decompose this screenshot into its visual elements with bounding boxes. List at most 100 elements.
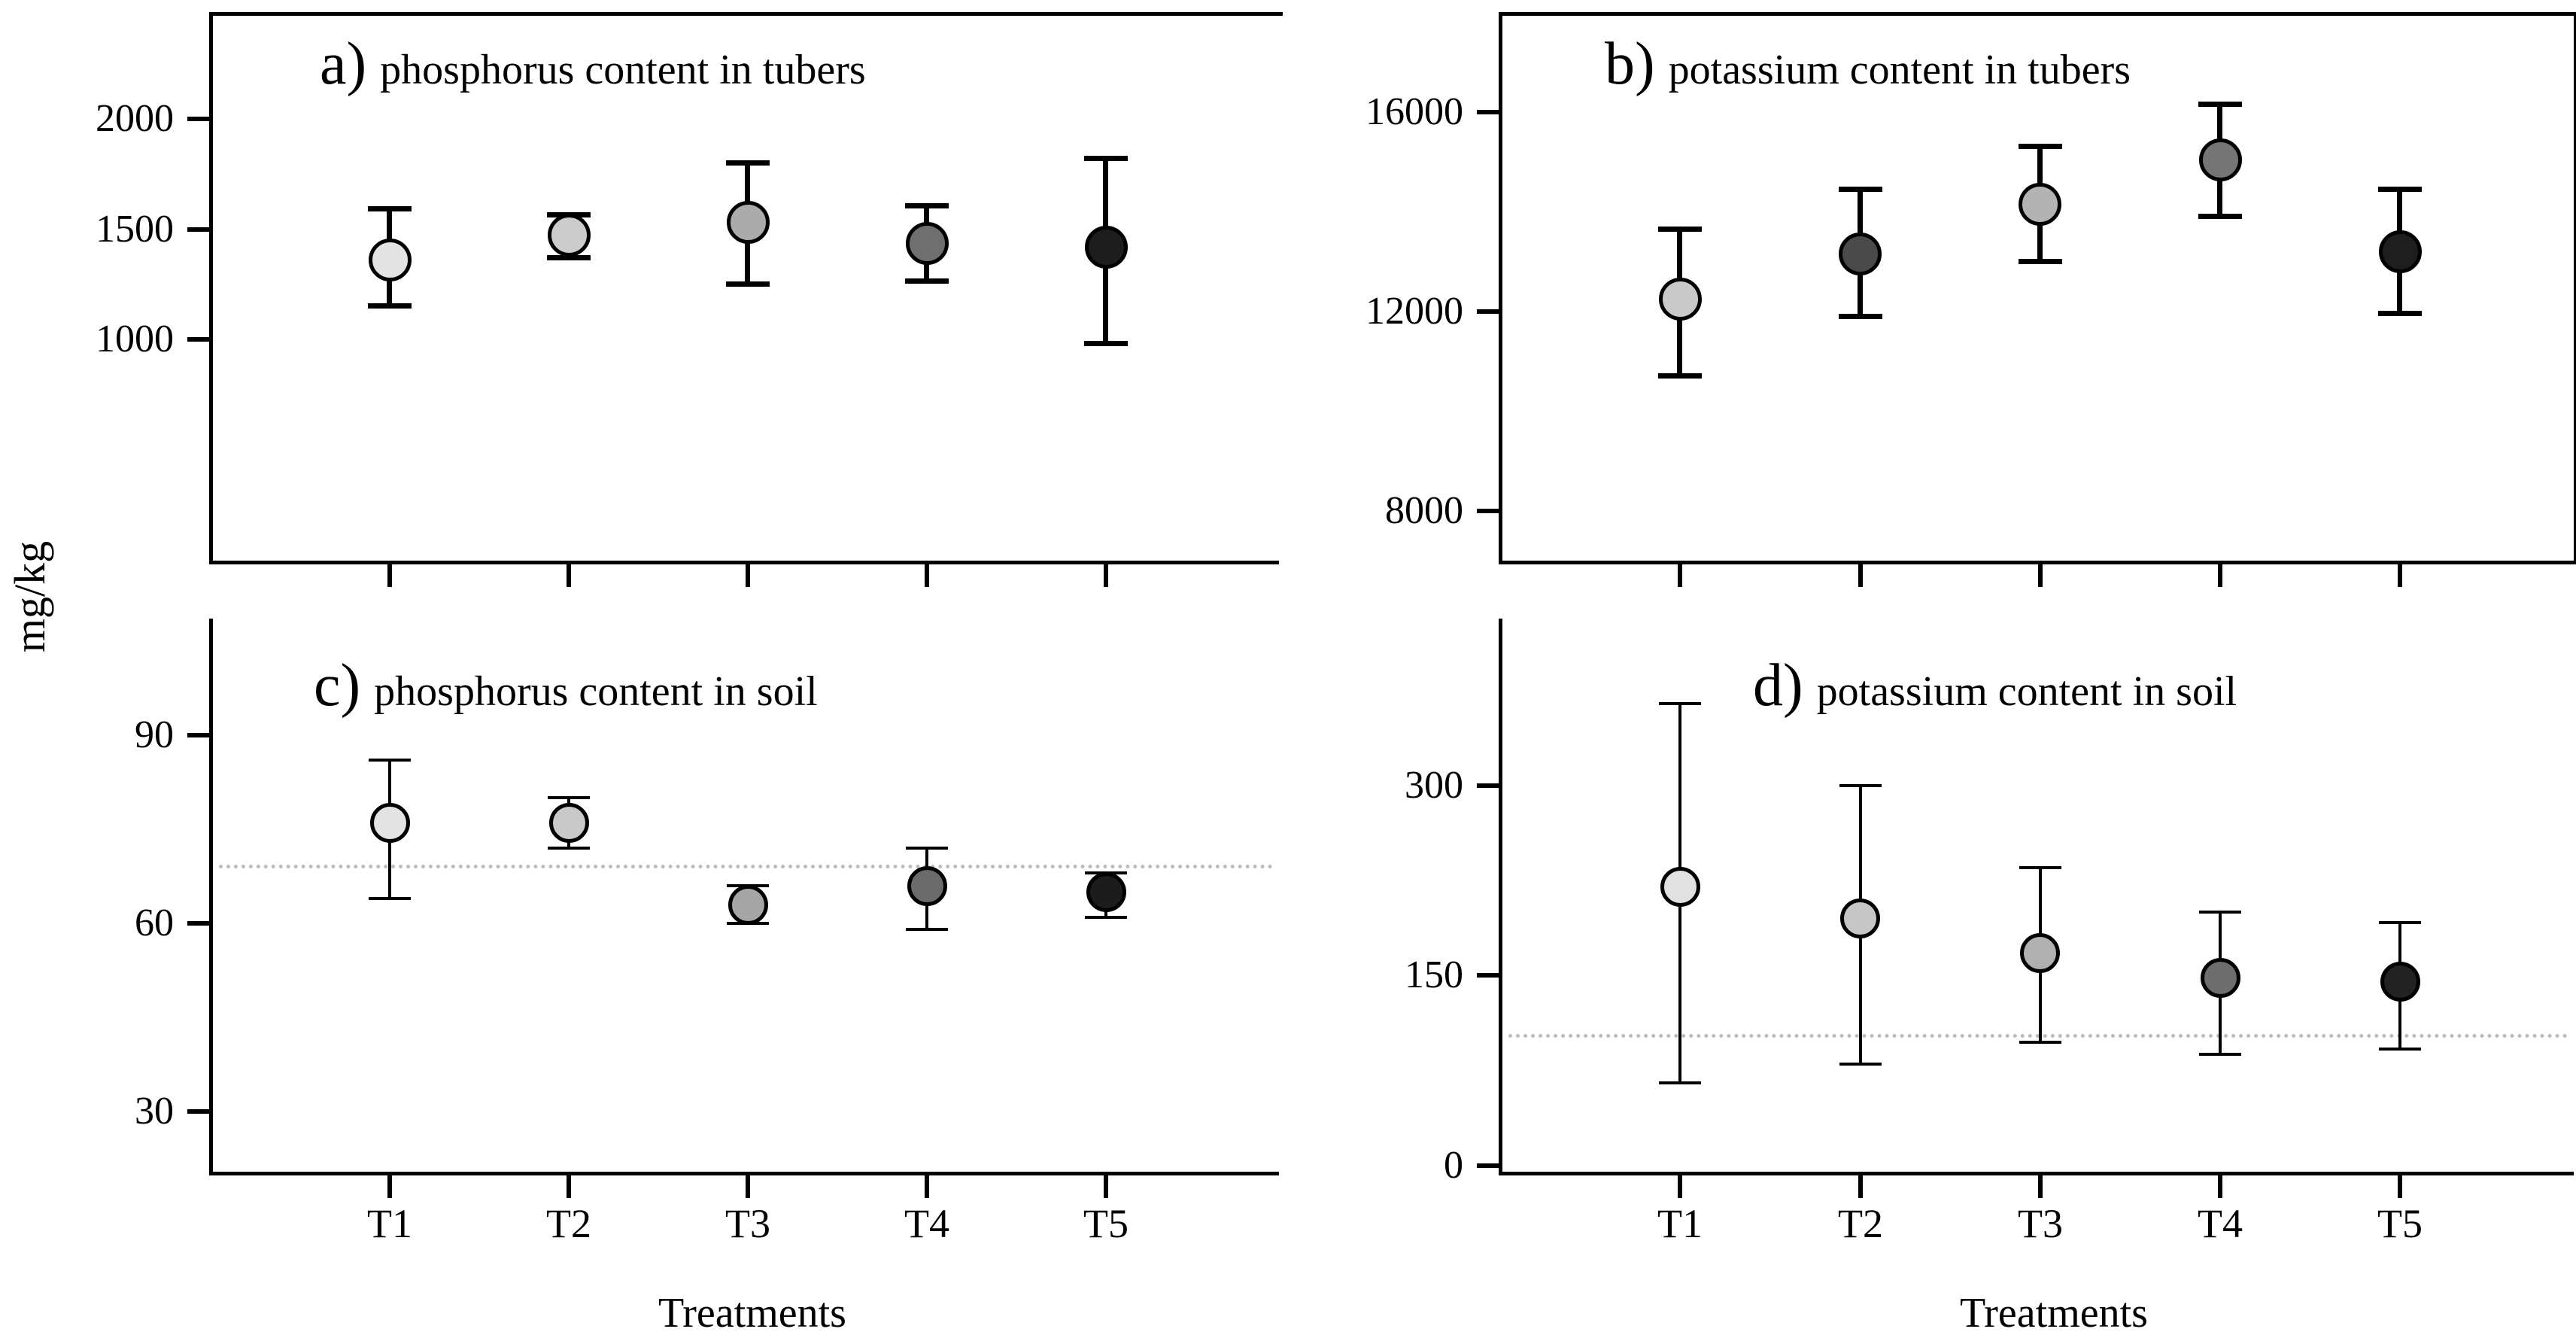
error-bar-cap-bottom [2378,311,2422,316]
y-tick [1477,509,1499,513]
error-bar-cap-bottom [906,928,948,931]
data-point-b-T3 [2019,183,2061,226]
error-bar-cap-bottom [2198,214,2242,219]
data-point-d-T1 [1660,867,1700,907]
y-tick [187,227,210,232]
y-tick [1477,1163,1499,1168]
x-axis-label-left: Treatments [658,1290,846,1336]
x-tick-label: T5 [2377,1201,2423,1246]
y-tick-label: 1500 [96,208,174,251]
error-bar-cap-bottom [548,847,590,850]
x-tick [2398,1175,2402,1198]
data-point-d-T4 [2201,958,2240,998]
x-axis-line [1499,561,2574,564]
error-bar-cap-top [2379,921,2421,924]
y-tick-label: 300 [1405,764,1463,807]
error-bar-cap-top [369,759,411,762]
x-tick [2218,564,2222,587]
x-tick [1858,1175,1863,1198]
y-tick-label: 90 [135,713,174,756]
top-frame-line [209,12,1283,16]
error-bar-cap-top [2019,866,2061,869]
y-axis-line [209,619,213,1175]
x-tick [387,1175,392,1198]
y-axis-line [209,15,213,564]
panel-title: d) potassium content in soil [1753,652,2237,720]
error-bar-cap-bottom [2019,1041,2061,1044]
error-bar-cap-bottom [1839,1063,1882,1066]
top-frame-line [1499,12,2576,16]
x-axis-line [209,1172,1279,1175]
y-tick [1477,110,1499,114]
x-tick [2398,564,2402,587]
x-tick [2218,1175,2222,1198]
y-tick-label: 1000 [96,318,174,360]
x-axis-line [1499,1172,2574,1175]
error-bar-cap-top [2378,187,2422,192]
y-tick-label: 16000 [1365,90,1463,133]
y-tick [187,921,210,926]
x-tick [925,564,929,587]
error-bar-cap-top [1084,156,1128,161]
y-axis-line [1499,619,1502,1175]
y-tick [1477,309,1499,314]
data-point-c-T4 [907,866,947,906]
panel-title: a) phosphorus content in tubers [320,30,866,99]
y-tick [1477,783,1499,788]
x-tick [746,1175,750,1198]
data-point-d-T5 [2380,962,2420,1002]
data-point-a-T2 [548,214,591,257]
error-bar-cap-bottom [1084,341,1128,346]
y-tick-label: 0 [1444,1144,1463,1187]
x-tick-label: T3 [2018,1201,2063,1246]
x-tick [1104,1175,1108,1198]
y-axis-label: mg/kg [5,540,54,653]
panel-title-letter: b) [1605,31,1655,97]
error-bar-cap-bottom [1839,314,1882,319]
x-tick-label: T4 [904,1201,949,1246]
data-point-b-T5 [2379,230,2422,273]
error-bar-cap-top [2198,102,2242,107]
error-bar-cap-bottom [369,897,411,900]
data-point-b-T2 [1839,233,1882,275]
y-tick-label: 150 [1405,953,1463,996]
x-tick-label: T1 [367,1201,412,1246]
y-tick [1477,973,1499,978]
x-tick-label: T2 [1838,1201,1883,1246]
y-axis-line [1499,15,1502,564]
data-point-c-T2 [549,803,589,843]
x-tick-label: T2 [546,1201,591,1246]
error-bar-cap-bottom [2379,1048,2421,1051]
x-tick [567,1175,571,1198]
x-tick-label: T4 [2198,1201,2243,1246]
x-tick [1678,1175,1682,1198]
y-tick-label: 12000 [1365,290,1463,333]
data-point-c-T3 [728,885,768,925]
data-point-a-T5 [1085,226,1128,269]
error-bar-cap-top [726,160,770,166]
error-bar-cap-top [2199,911,2241,914]
data-point-b-T4 [2199,138,2242,181]
error-bar-cap-bottom [726,281,770,287]
panel-title-text: phosphorus content in soil [374,668,818,715]
panel-title-letter: c) [314,652,361,719]
panel-title-text: phosphorus content in tubers [380,47,866,93]
reference-dotted-line [1508,1034,2568,1038]
error-bar-cap-top [1658,227,1702,232]
data-point-a-T1 [369,239,412,281]
data-point-d-T2 [1840,899,1880,938]
x-axis-label-right: Treatments [1960,1290,2148,1336]
y-tick-label: 8000 [1385,489,1463,532]
x-tick [567,564,571,587]
data-point-b-T1 [1659,278,1702,321]
y-tick-label: 2000 [96,97,174,140]
data-point-c-T5 [1086,872,1126,912]
panel-title-letter: d) [1753,652,1803,719]
y-tick [187,117,210,121]
error-bar-cap-top [905,203,949,208]
error-bar-cap-bottom [1085,916,1127,919]
error-bar-cap-bottom [1659,1081,1701,1084]
error-bar-cap-top [906,847,948,850]
x-tick [1678,564,1682,587]
reference-dotted-line [219,865,1273,868]
